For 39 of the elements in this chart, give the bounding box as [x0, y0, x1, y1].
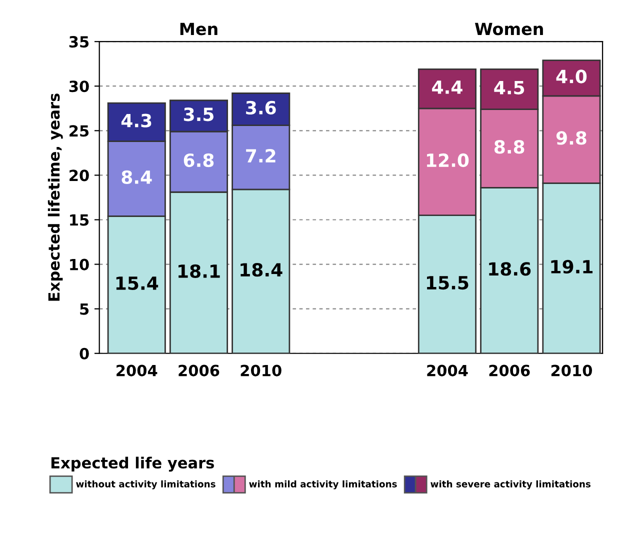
text: Women: [474, 22, 543, 36]
data-label: 15.5: [427, 276, 468, 290]
data-label: 18.6: [489, 262, 531, 276]
x-tick-label: 2010: [551, 364, 592, 376]
data-label: 3.6: [246, 100, 276, 115]
data-label: 7.2: [246, 148, 276, 162]
x-tick-label: 2004: [427, 364, 468, 376]
y-tick-label: 30: [69, 80, 89, 92]
legend-label: with mild activity limitations: [249, 480, 397, 490]
data-label: 9.8: [556, 131, 586, 145]
y-tick-label: 0: [80, 348, 89, 360]
data-label: 12.0: [427, 153, 469, 168]
data-label: 3.5: [184, 108, 214, 122]
x-tick-label: 2010: [240, 364, 282, 376]
data-label: 15.4: [116, 276, 158, 290]
x-tick-label: 2006: [178, 364, 220, 376]
legend-title: Expected life years: [51, 456, 214, 472]
legend-label: with severe activity limitations: [430, 480, 590, 490]
x-tick-label: 2006: [489, 364, 530, 376]
text: Men: [180, 22, 218, 36]
data-label: 4.0: [556, 70, 587, 84]
y-tick-label: 15: [70, 214, 89, 226]
data-label: 8.8: [494, 140, 524, 154]
y-tick-label: 20: [70, 170, 89, 182]
y-axis-title: Expected lifetime, years: [48, 94, 63, 301]
x-tick-label: 2004: [116, 364, 158, 376]
y-tick-label: 35: [69, 36, 89, 48]
y-tick-label: 10: [70, 258, 89, 270]
data-label: 8.4: [122, 170, 152, 184]
y-tick-label: 5: [80, 304, 89, 315]
data-label: 18.1: [178, 264, 220, 278]
data-label: 4.5: [494, 81, 524, 94]
data-label: 4.3: [121, 114, 152, 128]
data-label: 6.8: [184, 153, 214, 168]
y-tick-label: 25: [70, 125, 89, 137]
data-label: 4.4: [432, 80, 462, 94]
legend-label: without activity limitations: [76, 480, 216, 490]
data-label: 19.1: [551, 260, 593, 274]
data-label: 18.4: [240, 263, 282, 277]
